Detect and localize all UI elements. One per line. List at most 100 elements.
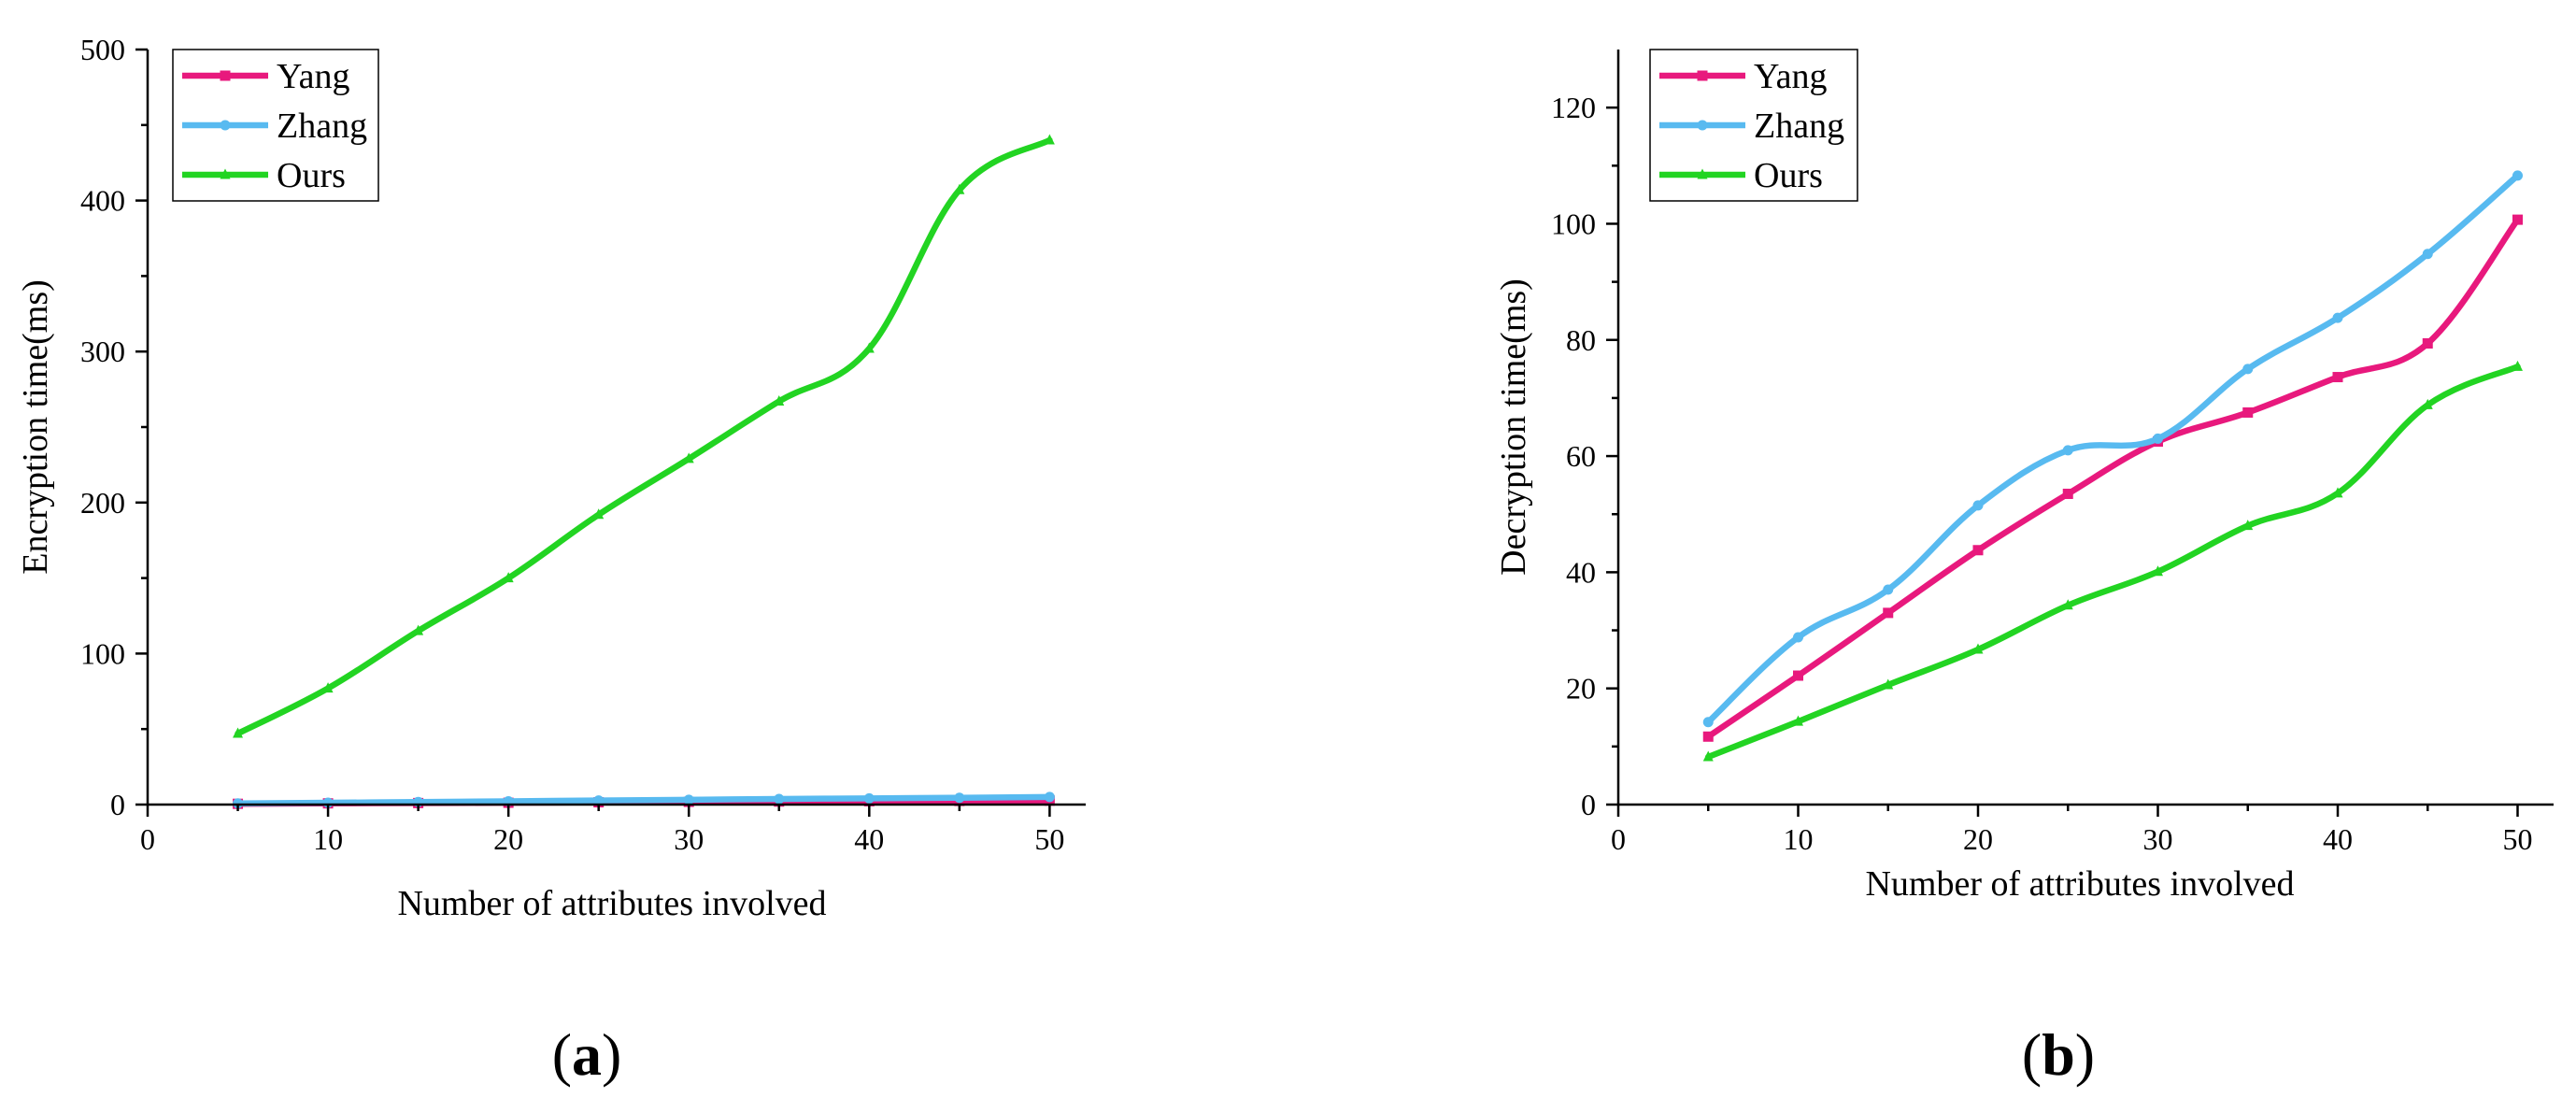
- data-point-ours: [1972, 643, 1984, 654]
- data-point-ours: [233, 727, 244, 738]
- legend-marker-ours: [220, 168, 231, 179]
- data-point-zhang: [2512, 170, 2523, 181]
- legend: Yang Zhang Ours: [172, 49, 379, 202]
- data-point-ours: [2422, 398, 2433, 409]
- y-tick-label: 100: [1551, 207, 1596, 240]
- data-point-yang: [2242, 406, 2254, 418]
- data-point-ours: [1702, 750, 1714, 762]
- data-point-zhang: [233, 798, 244, 809]
- series-line-zhang: [235, 793, 1053, 806]
- data-point-ours: [322, 682, 334, 693]
- x-tick-label: 10: [313, 822, 343, 856]
- data-point-ours: [2062, 599, 2073, 610]
- y-tick-label: 40: [1566, 555, 1596, 589]
- legend-label-zhang: Zhang: [1754, 107, 1844, 146]
- data-point-ours: [683, 452, 694, 463]
- x-tick-label: 40: [854, 822, 884, 856]
- panel-label-close-paren: ): [2075, 1021, 2095, 1088]
- data-point-zhang: [683, 794, 694, 805]
- data-point-zhang: [593, 795, 605, 806]
- y-tick-label: 300: [80, 335, 125, 368]
- legend-marker-ours: [1697, 168, 1708, 179]
- panel-label-letter: b: [2042, 1021, 2075, 1088]
- series-line-ours: [1705, 364, 2521, 761]
- data-point-yang: [2062, 488, 2073, 499]
- data-point-ours: [1883, 678, 1894, 690]
- panel-label-letter: a: [572, 1021, 602, 1088]
- x-tick-label: 30: [2143, 822, 2173, 856]
- x-tick-label: 20: [493, 822, 523, 856]
- x-tick-label: 0: [1611, 822, 1626, 856]
- data-point-zhang: [1044, 791, 1055, 803]
- data-point-ours: [2153, 565, 2163, 577]
- data-point-zhang: [1702, 717, 1714, 728]
- data-point-yang: [2332, 372, 2343, 383]
- panel-label-b: (b): [2022, 1021, 2095, 1088]
- panel-label-open-paren: (: [2022, 1021, 2042, 1088]
- data-point-zhang: [1793, 632, 1803, 643]
- x-axis-title: Number of attributes involved: [1865, 864, 2294, 904]
- y-axis-title: Encryption time(ms): [16, 279, 55, 575]
- data-point-ours: [1044, 134, 1055, 145]
- data-point-yang: [1702, 731, 1714, 742]
- legend-label-yang: Yang: [1754, 57, 1828, 96]
- legend-marker-zhang: [220, 120, 231, 131]
- y-tick-label: 20: [1566, 672, 1596, 706]
- series-line-yang: [1705, 216, 2521, 740]
- x-tick-label: 40: [2323, 822, 2353, 856]
- y-tick-label: 120: [1551, 91, 1596, 124]
- x-tick-label: 20: [1963, 822, 1993, 856]
- series-layer: [233, 134, 1055, 809]
- x-tick-label: 50: [2503, 822, 2533, 856]
- data-point-zhang: [863, 792, 875, 804]
- y-tick-label: 500: [80, 33, 125, 66]
- data-point-ours: [413, 624, 424, 635]
- data-point-ours: [863, 342, 875, 353]
- chart-panel-b: 0 10 20 30 40 50 0 20 40 60 80 100 120 Number of att…: [1494, 49, 2554, 1088]
- data-point-ours: [2332, 487, 2343, 498]
- legend-marker-yang: [1697, 70, 1708, 81]
- legend: Yang Zhang Ours: [1649, 49, 1858, 202]
- data-point-zhang: [774, 793, 785, 805]
- legend-marker-zhang: [1697, 120, 1708, 131]
- series-line-ours: [235, 136, 1053, 737]
- y-tick-label: 0: [1581, 788, 1596, 821]
- panel-label-close-paren: ): [602, 1021, 621, 1088]
- data-point-zhang: [1972, 500, 1984, 511]
- y-tick-label: 0: [110, 788, 125, 821]
- legend-items: Yang Zhang Ours: [182, 57, 367, 195]
- x-axis-title: Number of attributes involved: [397, 884, 826, 923]
- x-tick-label: 50: [1034, 822, 1064, 856]
- panel-label-open-paren: (: [552, 1021, 572, 1088]
- data-point-yang: [2512, 214, 2523, 225]
- data-point-zhang: [2242, 364, 2254, 375]
- data-point-zhang: [2332, 312, 2343, 323]
- series-line-zhang: [1705, 172, 2521, 725]
- data-point-yang: [1883, 607, 1894, 619]
- legend-label-ours: Ours: [1754, 156, 1823, 195]
- data-point-ours: [593, 508, 605, 520]
- data-point-ours: [503, 572, 514, 583]
- data-point-ours: [774, 395, 785, 406]
- data-point-zhang: [1883, 584, 1894, 595]
- panel-label-a: (a): [552, 1021, 622, 1088]
- data-point-ours: [2512, 360, 2523, 371]
- data-point-ours: [2242, 520, 2254, 531]
- y-tick-label: 60: [1566, 439, 1596, 473]
- legend-label-zhang: Zhang: [277, 107, 367, 146]
- y-tick-label: 100: [80, 636, 125, 670]
- data-point-ours: [1793, 715, 1803, 726]
- y-axis-title: Decryption time(ms): [1494, 278, 1533, 576]
- data-point-yang: [1972, 545, 1984, 556]
- data-point-zhang: [2153, 433, 2163, 444]
- y-tick-label: 80: [1566, 323, 1596, 357]
- y-tick-label: 200: [80, 486, 125, 520]
- data-point-ours: [954, 183, 965, 194]
- series-layer: [1702, 170, 2523, 762]
- ticks-layer: 0 10 20 30 40 50 0 20 40 60 80 100 120: [1551, 91, 2533, 856]
- x-tick-label: 0: [140, 822, 155, 856]
- y-tick-label: 400: [80, 184, 125, 218]
- data-point-yang: [1793, 670, 1803, 681]
